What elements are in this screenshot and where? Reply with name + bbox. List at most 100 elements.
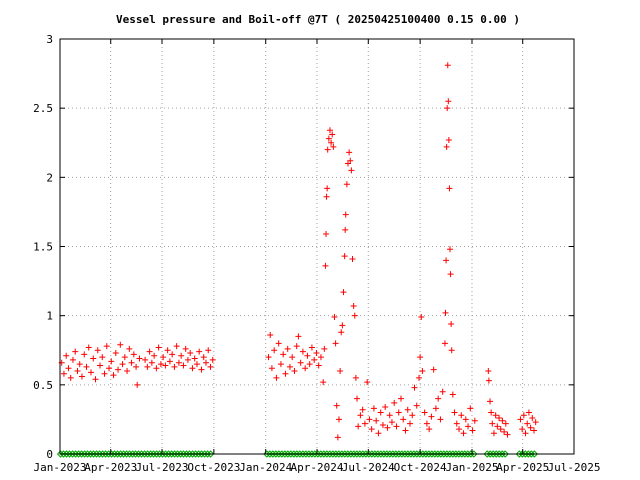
- pressure-point: [330, 143, 337, 150]
- pressure-point: [273, 374, 280, 381]
- pressure-point: [388, 419, 395, 426]
- pressure-point: [437, 416, 444, 423]
- y-tick-label: 1: [46, 310, 53, 323]
- pressure-point: [133, 363, 140, 370]
- grid: [60, 39, 574, 454]
- x-tick-label: Oct-2023: [187, 461, 240, 474]
- pressure-point: [439, 388, 446, 395]
- pressure-point: [393, 423, 400, 430]
- pressure-point: [209, 356, 216, 363]
- pressure-point: [90, 355, 97, 362]
- pressure-point: [352, 374, 359, 381]
- pressure-point: [447, 271, 454, 278]
- pressure-point: [142, 356, 149, 363]
- pressure-point: [78, 373, 85, 380]
- pressure-point: [522, 430, 529, 437]
- pressure-point: [153, 365, 160, 372]
- pressure-point: [413, 402, 420, 409]
- pressure-point: [448, 347, 455, 354]
- pressure-point: [284, 345, 291, 352]
- pressure-point: [144, 363, 151, 370]
- pressure-point: [444, 105, 451, 112]
- pressure-point: [364, 379, 371, 386]
- y-tick-label: 2.5: [33, 102, 53, 115]
- pressure-point: [136, 355, 143, 362]
- pressure-point: [160, 354, 167, 361]
- pressure-point: [397, 395, 404, 402]
- pressure-point: [527, 424, 534, 431]
- pressure-point: [435, 395, 442, 402]
- pressure-point: [423, 420, 430, 427]
- pressure-point: [271, 347, 278, 354]
- pressure-point: [447, 246, 454, 253]
- pressure-point: [97, 362, 104, 369]
- y-tick-label: 3: [46, 33, 53, 46]
- pressure-point: [65, 365, 72, 372]
- pressure-point: [85, 344, 92, 351]
- pressure-point: [340, 289, 347, 296]
- pressure-point: [277, 361, 284, 368]
- pressure-point: [489, 420, 496, 427]
- pressure-point: [99, 354, 106, 361]
- pressure-point: [517, 416, 524, 423]
- pressure-point: [323, 231, 330, 238]
- pressure-point: [124, 368, 131, 374]
- pressure-point: [155, 344, 162, 351]
- pressure-point: [460, 430, 467, 437]
- pressure-point: [291, 368, 298, 374]
- y-tick-label: 2: [46, 171, 53, 184]
- pressure-point: [126, 345, 133, 352]
- pressure-point: [189, 365, 196, 372]
- pressure-point: [115, 366, 122, 373]
- pressure-point: [451, 409, 458, 416]
- pressure-point: [339, 322, 346, 329]
- pressure-point: [379, 421, 386, 428]
- pressure-point: [166, 358, 173, 365]
- pressure-point: [441, 340, 448, 347]
- pressure-point: [428, 413, 435, 420]
- pressure-point: [337, 368, 344, 374]
- pressure-point: [306, 361, 313, 368]
- pressure-point: [338, 329, 345, 336]
- axes: Jan-2023Apr-2023Jul-2023Oct-2023Jan-2024…: [33, 33, 600, 474]
- pressure-point: [205, 347, 212, 354]
- pressure-point: [94, 347, 101, 354]
- pressure-point: [117, 341, 124, 348]
- pressure-point: [103, 343, 110, 350]
- pressure-point: [332, 340, 339, 347]
- pressure-point: [315, 362, 322, 369]
- pressure-point: [171, 363, 178, 370]
- pressure-point: [72, 348, 79, 355]
- pressure-point: [164, 347, 171, 354]
- pressure-point: [134, 381, 141, 388]
- pressure-point: [490, 430, 497, 437]
- pressure-point: [162, 362, 169, 369]
- pressure-point: [342, 226, 349, 233]
- pressure-point: [326, 127, 333, 134]
- pressure-point: [426, 426, 433, 433]
- pressure-point: [87, 369, 94, 376]
- pressure-point: [180, 362, 187, 369]
- pressure-point: [331, 314, 338, 321]
- pressure-point: [323, 193, 330, 200]
- pressure-point: [404, 406, 411, 413]
- pressure-point: [494, 423, 501, 430]
- x-tick-label: Jan-2024: [239, 461, 292, 474]
- pressure-point: [377, 409, 384, 416]
- x-tick-label: Jan-2023: [34, 461, 87, 474]
- pressure-point: [182, 345, 189, 352]
- pressure-point: [465, 423, 472, 430]
- pressure-point: [488, 409, 495, 416]
- pressure-point: [322, 262, 329, 269]
- pressure-point: [63, 352, 70, 359]
- pressure-point: [458, 412, 465, 419]
- pressure-point: [418, 314, 425, 321]
- pressure-point: [200, 354, 207, 361]
- pressure-point: [299, 348, 306, 355]
- pressure-point: [370, 405, 377, 412]
- pressure-point: [324, 185, 331, 192]
- pressure-point: [295, 333, 302, 340]
- pressure-point: [83, 363, 90, 370]
- pressure-point: [302, 365, 309, 372]
